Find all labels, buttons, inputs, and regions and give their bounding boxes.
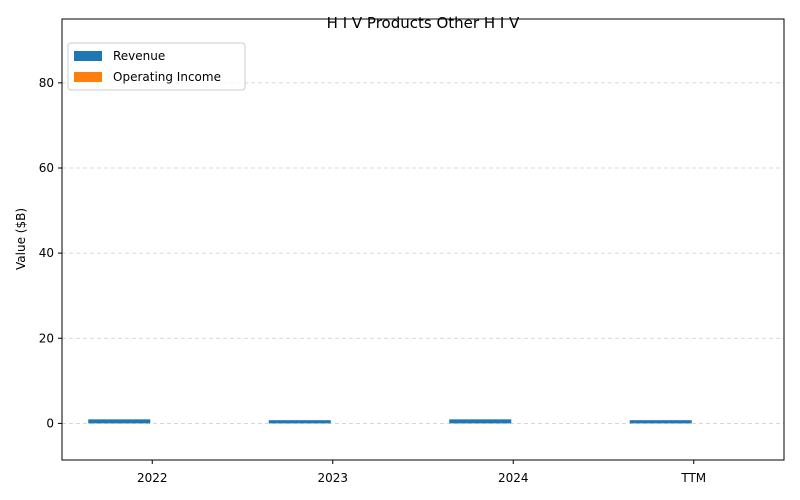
- legend-swatch-operating-income: [74, 72, 102, 82]
- legend-swatch-revenue: [74, 51, 102, 61]
- x-axis: 2022 2023 2024 TTM: [137, 460, 706, 485]
- bar-revenue-2023: [268, 420, 331, 424]
- bar-revenue-2024: [449, 419, 512, 424]
- legend-label-revenue: Revenue: [113, 49, 165, 63]
- x-tick-label: 2023: [317, 471, 348, 485]
- chart-title: H I V Products Other H I V: [327, 14, 520, 32]
- y-axis-label: Value ($B): [14, 208, 28, 270]
- x-tick-label: TTM: [680, 471, 706, 485]
- y-tick-label: 80: [39, 76, 54, 90]
- bars: [88, 419, 692, 424]
- y-tick-label: 40: [39, 246, 54, 260]
- y-axis: 0 20 40 60 80: [39, 76, 62, 430]
- y-tick-label: 0: [46, 416, 54, 430]
- x-tick-label: 2024: [498, 471, 529, 485]
- legend-box: [67, 42, 246, 91]
- legend-label-operating-income: Operating Income: [113, 70, 221, 84]
- y-tick-label: 60: [39, 161, 54, 175]
- plot-frame: [61, 18, 785, 461]
- bar-revenue-2022: [88, 419, 151, 424]
- legend: Revenue Operating Income: [67, 42, 246, 91]
- x-tick-label: 2022: [137, 471, 168, 485]
- y-tick-label: 20: [39, 331, 54, 345]
- grid-lines: [62, 82, 784, 424]
- bar-revenue-ttm: [629, 420, 692, 424]
